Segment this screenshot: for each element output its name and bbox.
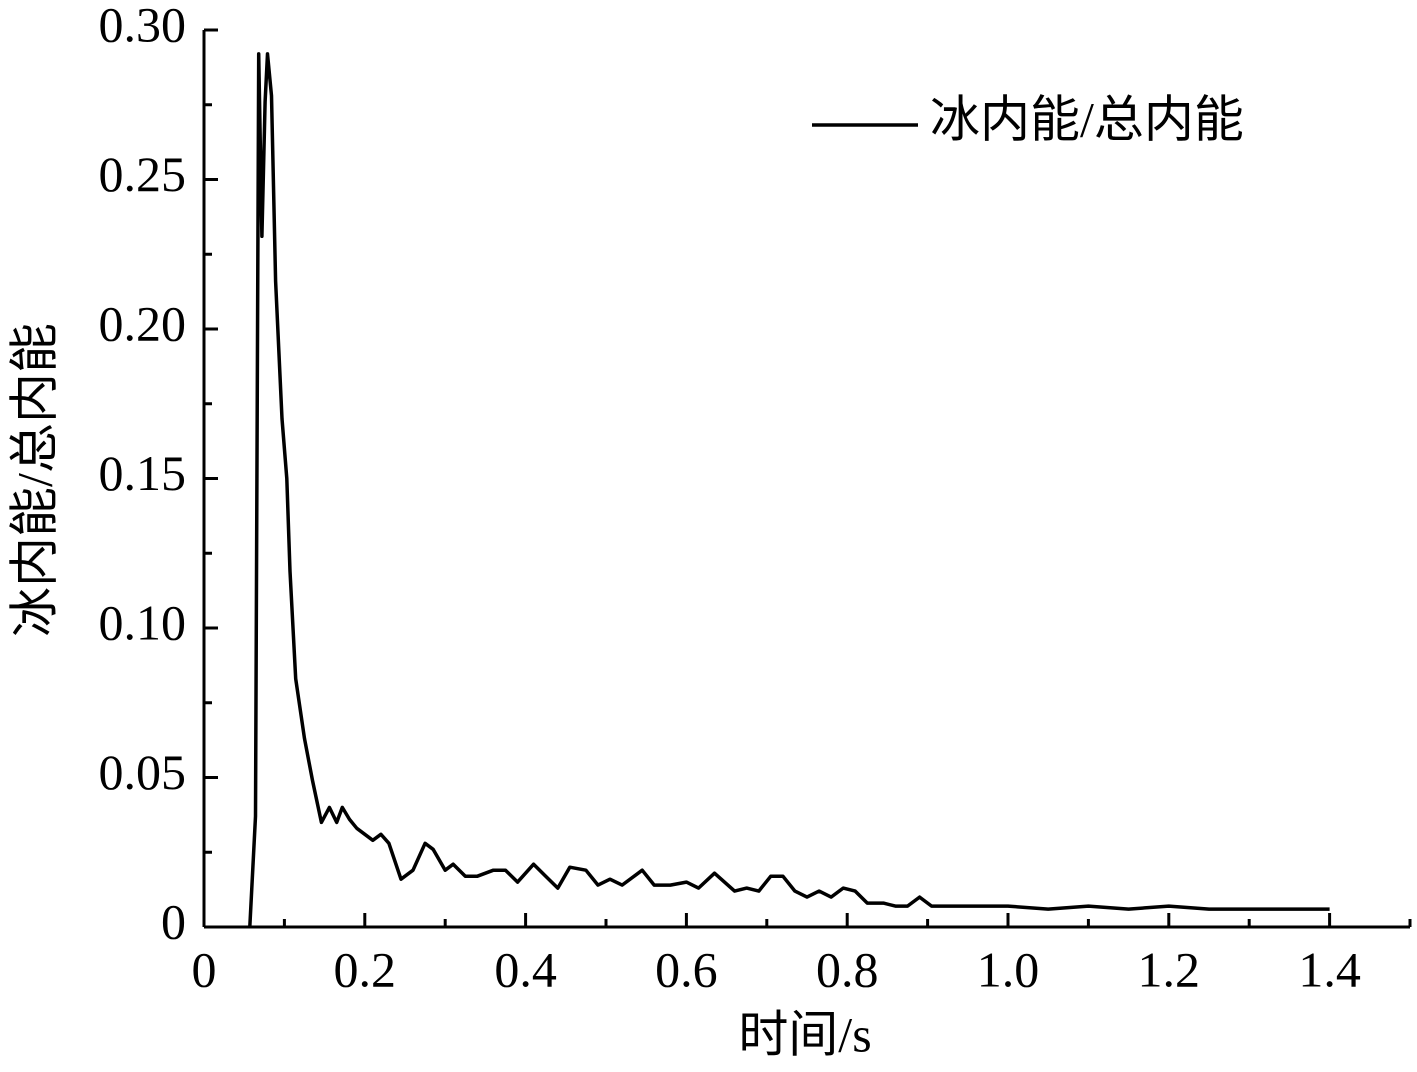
x-axis-label: 时间/s [738, 1006, 871, 1062]
y-tick-label: 0.20 [99, 295, 187, 351]
x-tick-label: 0.6 [655, 941, 718, 997]
x-tick-label: 0.2 [334, 941, 397, 997]
x-tick-label: 1.0 [977, 941, 1040, 997]
y-tick-label: 0.05 [99, 744, 187, 800]
y-tick-label: 0.15 [99, 445, 187, 501]
x-tick-label: 0 [192, 941, 217, 997]
data-line [248, 52, 1330, 928]
legend-label: 冰内能/总内能 [930, 91, 1244, 147]
y-axis-label: 冰内能/总内能 [6, 323, 62, 637]
x-tick-label: 1.2 [1138, 941, 1201, 997]
x-tick-label: 0.4 [494, 941, 557, 997]
y-tick-label: 0.25 [99, 146, 187, 202]
x-tick-label: 0.8 [816, 941, 879, 997]
y-tick-label: 0.30 [99, 0, 187, 52]
x-tick-label: 1.4 [1298, 941, 1361, 997]
y-tick-label: 0 [161, 893, 186, 949]
y-tick-label: 0.10 [99, 594, 187, 650]
